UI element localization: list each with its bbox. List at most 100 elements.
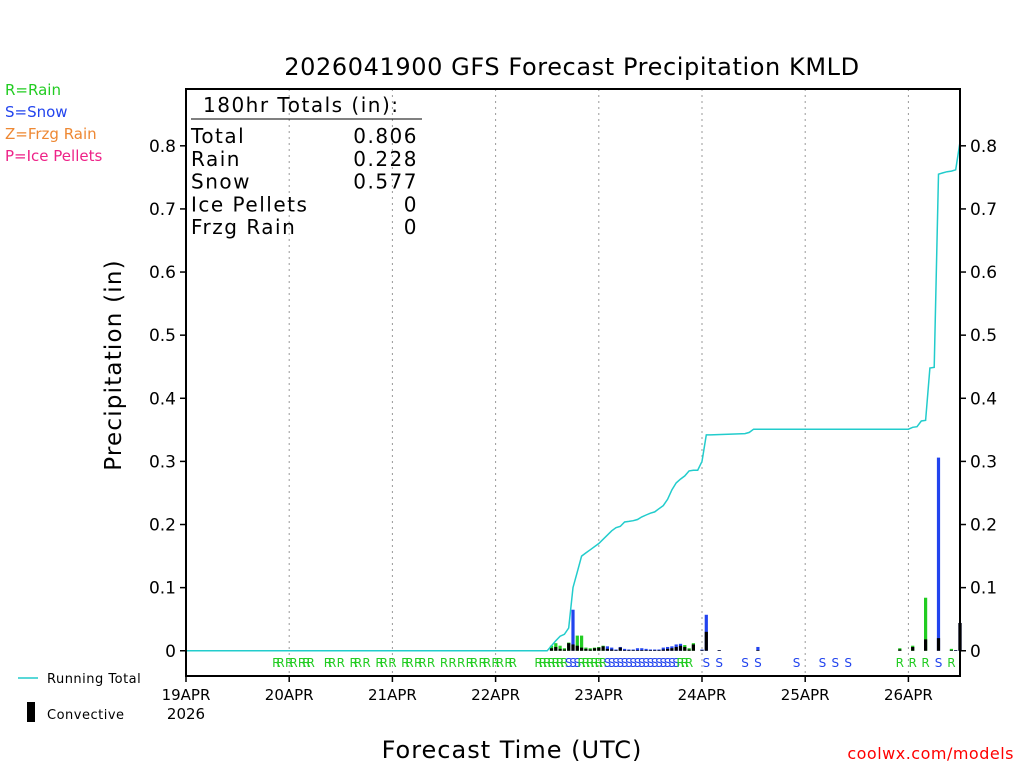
type-marker: R bbox=[685, 656, 693, 670]
type-marker: R bbox=[448, 656, 456, 670]
type-marker: S bbox=[638, 656, 646, 670]
totals-row-label: Frzg Rain bbox=[191, 215, 296, 239]
convective-bar bbox=[554, 646, 558, 651]
type-marker: R bbox=[466, 656, 474, 670]
running-total-label: Running Total bbox=[47, 672, 141, 687]
precip-bar bbox=[640, 648, 644, 651]
type-marker: R bbox=[491, 656, 499, 670]
ytick-label-left: 0.5 bbox=[149, 326, 176, 346]
type-marker: R bbox=[457, 656, 465, 670]
ytick-label-right: 0.7 bbox=[970, 200, 997, 220]
totals-row-value: 0.577 bbox=[353, 170, 418, 194]
convective-bar bbox=[640, 650, 644, 651]
type-marker: R bbox=[307, 656, 315, 670]
convective-bar bbox=[954, 650, 958, 651]
type-marker: S bbox=[935, 656, 943, 670]
convective-bar bbox=[924, 639, 928, 651]
type-marker: S bbox=[621, 656, 629, 670]
type-marker: R bbox=[470, 656, 478, 670]
convective-bar bbox=[618, 647, 622, 651]
type-marker: R bbox=[543, 656, 551, 670]
precip-type-legend-item: S=Snow bbox=[5, 103, 68, 121]
type-marker: R bbox=[285, 656, 293, 670]
xtick-label: 19APR bbox=[162, 686, 211, 704]
convective-bar bbox=[627, 650, 631, 651]
convective-bar bbox=[661, 649, 665, 651]
type-marker: R bbox=[362, 656, 370, 670]
convective-bar bbox=[704, 631, 708, 651]
y-axis-left: 0 0.1 0.2 0.3 0.4 0.5 0.6 0.7 0.8 bbox=[149, 137, 186, 662]
totals-header: 180hr Totals (in): bbox=[203, 93, 400, 117]
type-marker: R bbox=[350, 656, 358, 670]
convective-bar bbox=[666, 648, 670, 651]
ytick-label-left: 0.1 bbox=[149, 579, 176, 599]
type-marker: S bbox=[668, 656, 676, 670]
ytick-label-left: 0.6 bbox=[149, 263, 176, 283]
precip-bar bbox=[610, 647, 614, 651]
convective-bar bbox=[558, 648, 562, 651]
type-marker: S bbox=[573, 656, 581, 670]
type-marker: R bbox=[440, 656, 448, 670]
type-marker: S bbox=[604, 656, 612, 670]
x-axis-label: Forecast Time (UTC) bbox=[382, 736, 643, 764]
type-marker: R bbox=[328, 656, 336, 670]
ytick-label-left: 0.7 bbox=[149, 200, 176, 220]
type-marker: R bbox=[483, 656, 491, 670]
precip-type-legend-item: R=Rain bbox=[5, 81, 61, 99]
type-marker: R bbox=[509, 656, 517, 670]
convective-bar bbox=[936, 638, 941, 651]
type-marker: R bbox=[479, 656, 487, 670]
convective-bar bbox=[614, 650, 618, 651]
xtick-label: 25APR bbox=[781, 686, 830, 704]
precip-type-legend-item: Z=Frzg Rain bbox=[5, 125, 97, 143]
precip-bars bbox=[549, 457, 962, 651]
precip-bar bbox=[614, 649, 618, 651]
precip-bar bbox=[575, 635, 579, 651]
precip-bar bbox=[648, 649, 652, 651]
precip-bar bbox=[700, 649, 704, 651]
ytick-label-right: 0.3 bbox=[970, 452, 997, 472]
plot-frame bbox=[185, 88, 961, 677]
type-marker: R bbox=[354, 656, 362, 670]
type-marker: R bbox=[272, 656, 280, 670]
convective-bar bbox=[678, 645, 683, 651]
precip-bar bbox=[936, 457, 941, 651]
credit-text: coolwx.com/models bbox=[847, 744, 1014, 763]
y-axis-right: 0 0.1 0.2 0.3 0.4 0.5 0.6 0.7 0.8 bbox=[960, 137, 997, 662]
precip-bar bbox=[644, 648, 648, 651]
type-marker: R bbox=[388, 656, 396, 670]
convective-bar bbox=[717, 650, 721, 651]
xtick-label: 22APR bbox=[471, 686, 520, 704]
totals-box: 180hr Totals (in): Total 0.806 Rain 0.228 Sn… bbox=[190, 93, 422, 239]
type-marker: R bbox=[302, 656, 310, 670]
type-marker: S bbox=[741, 656, 749, 670]
totals-row-value: 0.806 bbox=[353, 124, 418, 148]
convective-bar bbox=[588, 649, 592, 651]
type-marker: S bbox=[625, 656, 633, 670]
convective-bar bbox=[567, 643, 571, 651]
type-marker: R bbox=[427, 656, 435, 670]
type-marker: S bbox=[664, 656, 672, 670]
type-marker: R bbox=[547, 656, 555, 670]
xtick-label: 23APR bbox=[574, 686, 623, 704]
type-marker: S bbox=[831, 656, 839, 670]
precip-type-legend: R=Rain S=Snow Z=Frzg Rain P=Ice Pellets bbox=[5, 79, 102, 167]
convective-bar bbox=[584, 648, 588, 651]
type-marker: R bbox=[595, 656, 603, 670]
precip-type-legend-item: P=Ice Pellets bbox=[5, 147, 103, 165]
precip-bar bbox=[924, 597, 928, 651]
type-marker: R bbox=[577, 656, 585, 670]
convective-bar bbox=[949, 650, 953, 651]
xtick-label: 26APR bbox=[884, 686, 933, 704]
ytick-label-right: 0.2 bbox=[970, 516, 997, 536]
type-marker: R bbox=[414, 656, 422, 670]
type-marker: R bbox=[681, 656, 689, 670]
precip-bar bbox=[627, 649, 631, 651]
xtick-label: 20APR bbox=[265, 686, 314, 704]
precip-bar bbox=[605, 646, 609, 651]
type-marker: S bbox=[672, 656, 680, 670]
precip-bar bbox=[756, 646, 760, 651]
type-marker: S bbox=[793, 656, 801, 670]
convective-bar bbox=[657, 650, 661, 651]
